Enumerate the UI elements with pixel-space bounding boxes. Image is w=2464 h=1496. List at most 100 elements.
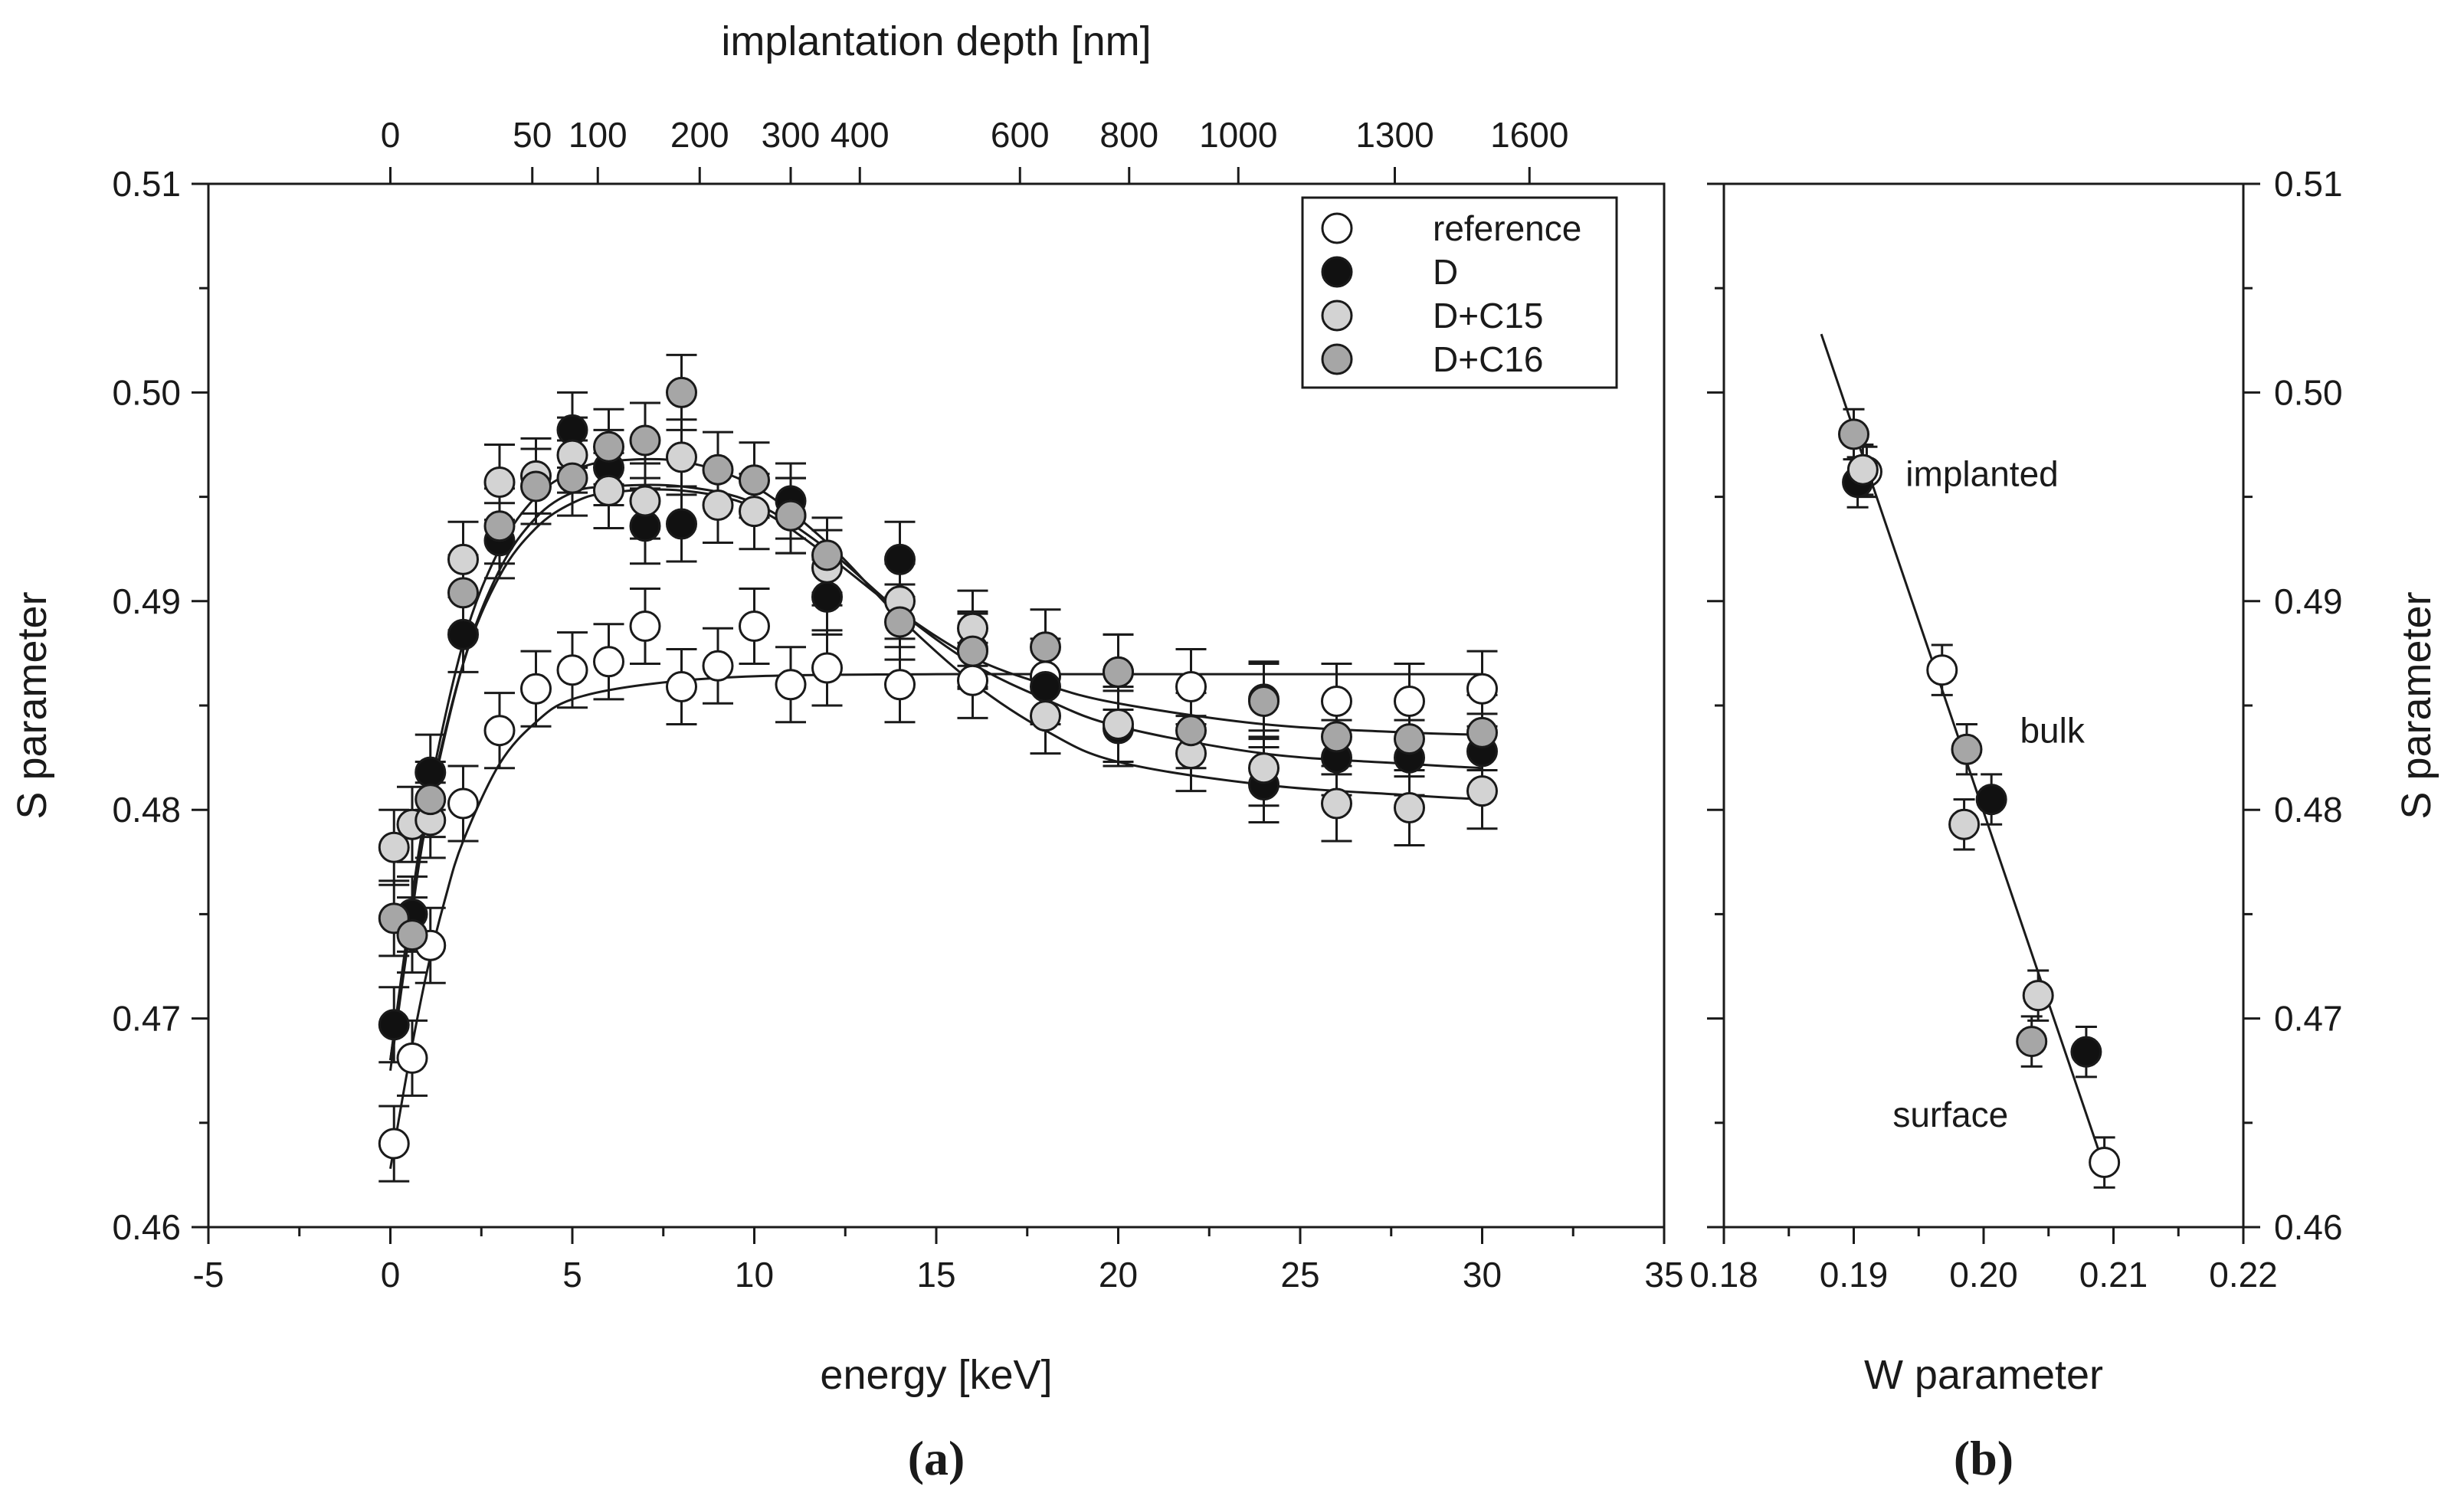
panel-a-point-reference — [629, 610, 661, 642]
panel-a-data-points — [378, 376, 1498, 1160]
panel-b-plot-frame — [1722, 182, 2245, 1229]
panel-a-x-tick-label: 25 — [1280, 1255, 1319, 1295]
panel-a-point-reference — [811, 652, 843, 684]
panel-a-point-d — [378, 1009, 410, 1041]
panel-a-x-tick-label: 15 — [916, 1255, 955, 1295]
panel-a-point-d-c16 — [593, 430, 624, 463]
panel-b-data-points — [1838, 418, 2121, 1179]
panel-b-point-reference — [1926, 654, 1958, 686]
panel-a-point-reference — [556, 654, 588, 686]
panel-b-x-axis-title: W parameter — [1864, 1352, 2103, 1398]
panel-a-legend-label-d-c15: D+C15 — [1433, 296, 1543, 336]
panel-a-fit-d — [389, 483, 1483, 1071]
panel-a-axis-ticks: -5 0 5 10 15 20 25 30 35 0.46 0.47 0.48 0.49 0.50 0.51… — [112, 115, 1683, 1295]
panel-b-point-d-c16 — [2016, 1026, 2048, 1058]
panel-a-point-reference — [957, 664, 988, 696]
panel-b-y-tick-label: 0.46 — [2274, 1207, 2343, 1247]
panel-b-y-tick-label: 0.48 — [2274, 790, 2343, 830]
panel-a-y-tick-label: 0.51 — [112, 164, 181, 204]
panel-a-fit-d-c16 — [389, 488, 1483, 1061]
panel-a-y-axis-title: S parameter — [9, 591, 55, 819]
panel-b-y-tick-label: 0.49 — [2274, 581, 2343, 621]
panel-b-x-tick-label: 0.18 — [1689, 1255, 1758, 1295]
panel-b-y-tick-label: 0.47 — [2274, 999, 2343, 1039]
panel-a-point-d — [811, 581, 843, 613]
panel-a-point-d-c16 — [666, 376, 697, 408]
panel-a-point-reference — [739, 610, 770, 642]
panel-a-point-reference — [1394, 686, 1425, 718]
panel-a-point-d-c15 — [629, 485, 661, 517]
panel-a-point-reference — [702, 650, 734, 682]
panel-a-point-d — [1030, 670, 1061, 702]
panel-a-point-d — [666, 508, 697, 540]
panel-b-point-d — [2070, 1036, 2102, 1068]
panel-a-legend-box — [1301, 196, 1618, 389]
panel-a-point-reference — [1466, 673, 1498, 705]
panel-a-legend-label-d-c16: D+C16 — [1433, 339, 1543, 379]
panel-a-x-tick-label: 0 — [381, 1255, 401, 1295]
panel-a-legend-marker-d-c15 — [1321, 300, 1353, 332]
panel-a-point-d-c16 — [739, 464, 770, 496]
panel-a-y-tick-label: 0.49 — [112, 581, 181, 621]
panel-a-point-d-c16 — [1321, 721, 1352, 753]
panel-a-fit-d-c15 — [389, 457, 1483, 1061]
panel-a-point-reference — [593, 646, 624, 678]
panel-a-point-d-c15 — [666, 441, 697, 473]
panel-a-point-d-c16 — [414, 784, 447, 816]
panel-a-top-tick-label: 1000 — [1199, 115, 1277, 155]
panel-a-y-tick-label: 0.46 — [112, 1207, 181, 1247]
panel-a-top-tick-label: 200 — [670, 115, 729, 155]
panel-a-point-d-c15 — [447, 543, 479, 575]
panel-a-point-d-c16 — [1103, 656, 1134, 688]
panel-a-point-d-c16 — [1466, 716, 1498, 748]
panel-a-top-tick-label: 400 — [831, 115, 890, 155]
panel-a-x-tick-label: 10 — [735, 1255, 774, 1295]
panel-a-top-tick-label: 600 — [991, 115, 1050, 155]
panel-a-point-d-c15 — [739, 496, 770, 528]
panel-b-point-d — [1975, 784, 2007, 816]
panel-b-x-tick-label: 0.20 — [1949, 1255, 2018, 1295]
panel-b: 0.18 0.19 0.20 0.21 0.22 0.46 0.47 0.48 0.49 0.50… — [1689, 164, 2439, 1485]
panel-a-point-d-c15 — [1466, 775, 1498, 807]
panel-a-point-d-c15 — [1103, 709, 1134, 741]
panel-b-point-d-c16 — [1951, 733, 1983, 765]
panel-a-point-reference — [378, 1128, 410, 1160]
panel-a-top-tick-label: 800 — [1099, 115, 1158, 155]
panel-a-point-d — [884, 543, 916, 575]
panel-a-point-d-c15 — [1321, 787, 1352, 820]
panel-a-point-reference — [666, 670, 697, 702]
panel-a-legend-label-d: D — [1433, 252, 1458, 292]
panel-a-legend-marker-d-c16 — [1321, 343, 1353, 375]
panel-a-point-d — [447, 618, 479, 650]
panel-a-point-d-c15 — [378, 831, 410, 863]
panel-a-point-d — [414, 756, 447, 788]
panel-a-x-tick-label: -5 — [193, 1255, 224, 1295]
panel-b-x-tick-label: 0.22 — [2209, 1255, 2278, 1295]
panel-b-axis-ticks: 0.18 0.19 0.20 0.21 0.22 0.46 0.47 0.48 0.49 0.50… — [1689, 164, 2342, 1295]
panel-a-point-d-c16 — [520, 470, 552, 502]
panel-a-point-d-c16 — [884, 606, 916, 638]
panel-a-x-tick-label: 5 — [562, 1255, 582, 1295]
panel-b-point-d-c16 — [1838, 418, 1869, 450]
panel-b-label: (b) — [1954, 1431, 2013, 1485]
panel-a-point-reference — [1321, 686, 1352, 718]
panel-b-point-d-c15 — [2022, 980, 2054, 1012]
panel-b-annotation-surface: surface — [1892, 1095, 2008, 1134]
panel-a-point-reference — [447, 787, 479, 820]
panel-a-legend-marker-d — [1321, 256, 1353, 288]
panel-b-point-d-c15 — [1948, 808, 1981, 840]
panel-b-y-tick-label: 0.51 — [2274, 164, 2343, 204]
panel-a-point-d-c16 — [1394, 723, 1425, 755]
panel-a-point-d-c15 — [1030, 700, 1061, 732]
panel-a-point-d-c16 — [702, 453, 734, 486]
panel-a-point-d-c15 — [1394, 791, 1425, 823]
panel-b-annotation-bulk: bulk — [2020, 711, 2085, 751]
panel-a-point-d-c16 — [1175, 715, 1207, 747]
panel-a-point-d-c16 — [483, 510, 516, 542]
panel-a-label: (a) — [908, 1431, 965, 1485]
panel-a-top-tick-label: 300 — [762, 115, 821, 155]
panel-b-y-tick-label: 0.50 — [2274, 372, 2343, 412]
panel-b-y-axis-title: S parameter — [2394, 591, 2439, 819]
